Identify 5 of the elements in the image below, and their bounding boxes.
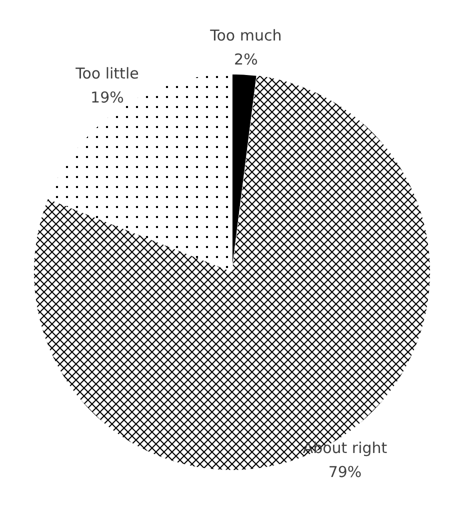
data-label: 79%: [328, 463, 362, 482]
data-label: 19%: [90, 88, 124, 106]
slice-label: Too much: [209, 26, 282, 44]
slice-label: Too little: [74, 64, 139, 82]
data-label: 2%: [234, 50, 258, 68]
